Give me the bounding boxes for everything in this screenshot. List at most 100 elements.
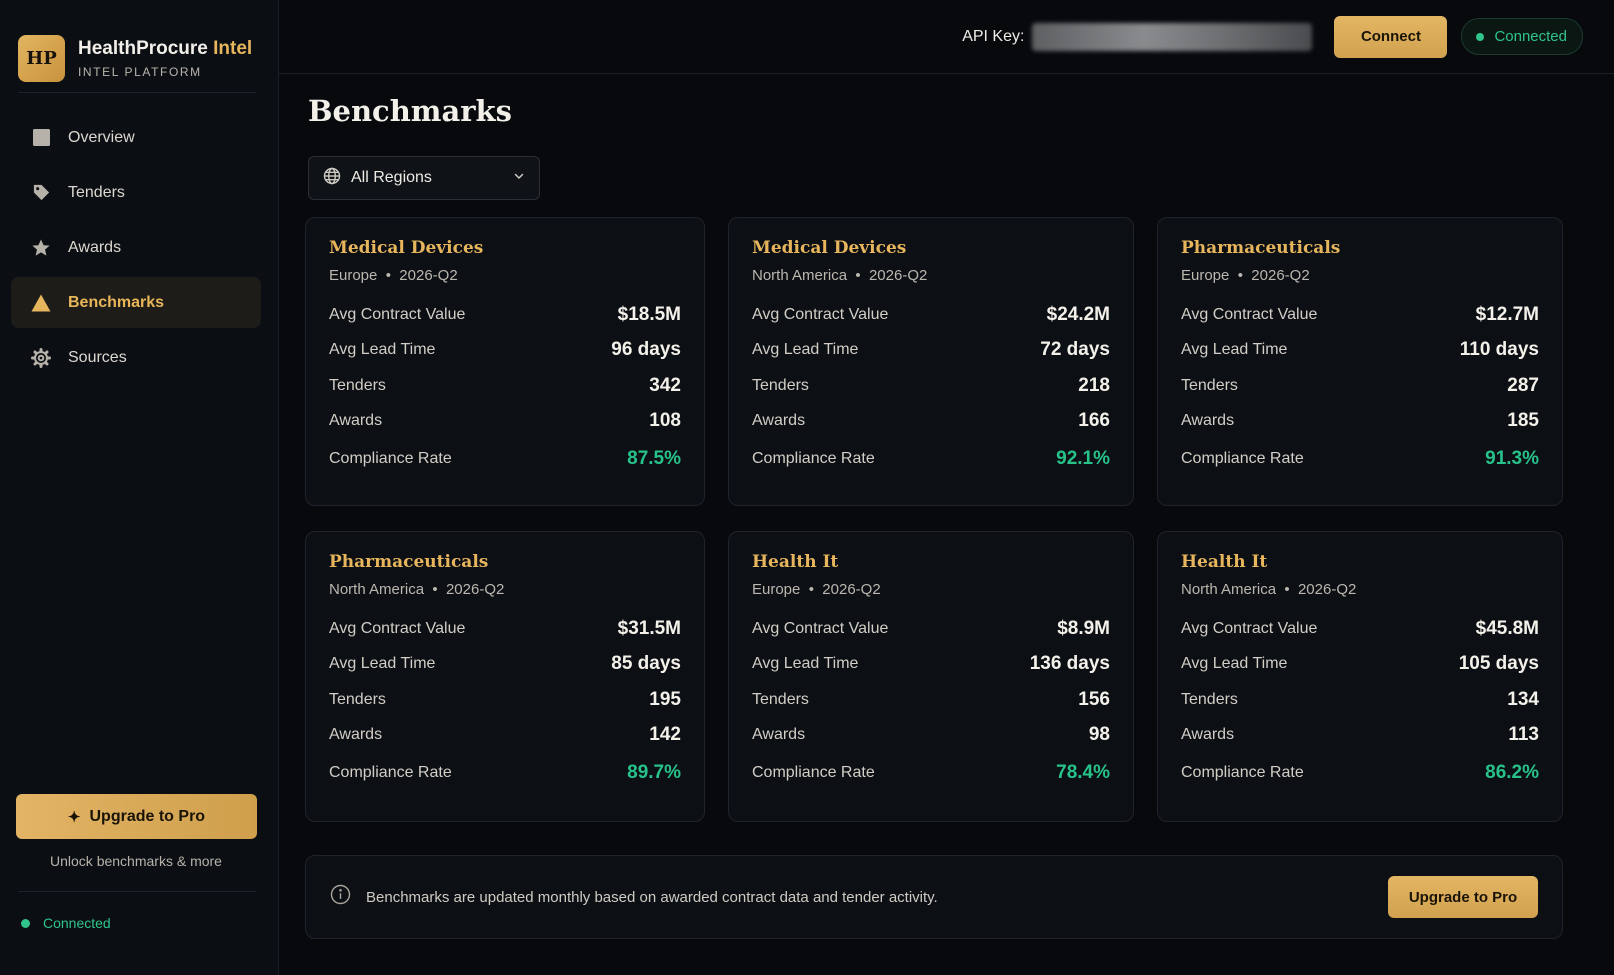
sidebar-divider bbox=[18, 891, 256, 892]
metric-label: Avg Lead Time bbox=[1181, 655, 1288, 673]
sparkle-icon: ✦ bbox=[67, 808, 81, 826]
metric-row: Compliance Rate 78.4% bbox=[752, 754, 1110, 792]
metric-label: Compliance Rate bbox=[752, 764, 875, 781]
benchmark-card: Health It Europe • 2026-Q2 Avg Contract … bbox=[728, 531, 1134, 822]
card-subtitle: North America • 2026-Q2 bbox=[752, 267, 928, 284]
metric-label: Compliance Rate bbox=[752, 450, 875, 467]
card-period: 2026-Q2 bbox=[445, 581, 505, 598]
card-category: Health It bbox=[1181, 552, 1268, 572]
metric-row: Tenders 287 bbox=[1181, 368, 1539, 404]
card-region: North America bbox=[752, 267, 848, 284]
sidebar-item-tenders[interactable]: Tenders bbox=[11, 167, 261, 218]
card-region: North America bbox=[329, 581, 425, 598]
metric-row: Avg Contract Value $24.2M bbox=[752, 297, 1110, 333]
compliance-value: 91.3% bbox=[1485, 448, 1539, 469]
sidebar-status-label: Connected bbox=[43, 915, 111, 931]
sidebar-item-awards[interactable]: Awards bbox=[11, 222, 261, 273]
metric-label: Compliance Rate bbox=[1181, 764, 1304, 781]
api-key-input[interactable] bbox=[1032, 22, 1313, 51]
sidebar-item-overview[interactable]: Overview bbox=[11, 112, 261, 163]
card-metrics: Avg Contract Value $8.9M Avg Lead Time 136… bbox=[752, 611, 1110, 792]
metric-row: Avg Lead Time 72 days bbox=[752, 333, 1110, 369]
sidebar-item-benchmarks[interactable]: Benchmarks bbox=[11, 277, 261, 328]
sidebar-item-label: Sources bbox=[68, 348, 127, 366]
sidebar-item-label: Tenders bbox=[68, 183, 125, 201]
metric-value: $24.2M bbox=[1046, 303, 1110, 325]
benchmark-card: Pharmaceuticals Europe • 2026-Q2 Avg Con… bbox=[1157, 217, 1563, 506]
metric-value: 156 bbox=[1078, 688, 1110, 710]
metric-row: Avg Lead Time 136 days bbox=[752, 647, 1110, 683]
card-period: 2026-Q2 bbox=[399, 267, 458, 284]
connection-status-label: Connected bbox=[1494, 28, 1567, 45]
benchmark-card: Pharmaceuticals North America • 2026-Q2 … bbox=[305, 531, 705, 822]
card-region: Europe bbox=[1181, 267, 1230, 284]
connection-status-badge: Connected bbox=[1461, 18, 1583, 55]
metric-row: Avg Contract Value $8.9M bbox=[752, 611, 1110, 647]
compliance-value: 78.4% bbox=[1056, 762, 1110, 783]
tag-icon bbox=[31, 183, 51, 203]
connect-button[interactable]: Connect bbox=[1334, 15, 1448, 58]
card-subtitle: North America • 2026-Q2 bbox=[329, 581, 505, 598]
metric-row: Avg Contract Value $12.7M bbox=[1181, 297, 1539, 333]
metric-value: 98 bbox=[1088, 724, 1110, 746]
metric-label: Avg Contract Value bbox=[1181, 619, 1318, 637]
card-metrics: Avg Contract Value $45.8M Avg Lead Time 10… bbox=[1181, 611, 1539, 792]
metric-row: Compliance Rate 87.5% bbox=[329, 440, 681, 478]
metric-row: Compliance Rate 92.1% bbox=[752, 440, 1110, 478]
metric-value: $12.7M bbox=[1475, 303, 1539, 325]
chevron-down-icon bbox=[513, 169, 525, 187]
benchmark-card: Health It North America • 2026-Q2 Avg Co… bbox=[1157, 531, 1563, 822]
topbar: API Key: Connect Connected bbox=[279, 0, 1614, 74]
card-metrics: Avg Contract Value $31.5M Avg Lead Time 85… bbox=[329, 611, 681, 792]
sidebar-item-sources[interactable]: Sources bbox=[11, 332, 261, 383]
metric-row: Tenders 218 bbox=[752, 368, 1110, 404]
metric-value: 105 days bbox=[1458, 653, 1539, 675]
metric-value: $31.5M bbox=[617, 617, 681, 639]
sidebar-upgrade-button[interactable]: ✦ Upgrade to Pro bbox=[16, 794, 257, 839]
info-icon bbox=[330, 884, 351, 910]
api-key-label: API Key: bbox=[962, 27, 1025, 45]
card-period: 2026-Q2 bbox=[822, 581, 881, 598]
card-category: Health It bbox=[752, 552, 839, 572]
upgrade-button[interactable]: Upgrade to Pro bbox=[1388, 876, 1538, 918]
metric-label: Awards bbox=[1181, 726, 1235, 744]
card-region: Europe bbox=[329, 267, 378, 284]
card-region: Europe bbox=[752, 581, 801, 598]
region-filter-select[interactable]: All Regions bbox=[308, 156, 540, 200]
metric-label: Tenders bbox=[1181, 376, 1238, 394]
metric-value: 85 days bbox=[611, 653, 681, 675]
metric-label: Avg Lead Time bbox=[752, 655, 859, 673]
globe-icon bbox=[323, 167, 341, 190]
card-subtitle: Europe • 2026-Q2 bbox=[1181, 267, 1310, 284]
metric-label: Avg Contract Value bbox=[329, 305, 466, 323]
metric-label: Avg Lead Time bbox=[1181, 341, 1288, 359]
metric-row: Tenders 156 bbox=[752, 682, 1110, 718]
metric-label: Awards bbox=[752, 726, 806, 744]
metric-label: Compliance Rate bbox=[1181, 450, 1304, 467]
metric-value: 142 bbox=[649, 724, 681, 746]
brand[interactable]: HP HealthProcure Intel INTEL PLATFORM bbox=[0, 0, 278, 93]
metric-row: Avg Contract Value $18.5M bbox=[329, 297, 681, 333]
metric-label: Tenders bbox=[329, 376, 386, 394]
metric-value: 342 bbox=[649, 374, 681, 396]
card-category: Pharmaceuticals bbox=[1181, 238, 1341, 258]
metric-label: Avg Lead Time bbox=[329, 655, 436, 673]
metric-value: 287 bbox=[1507, 374, 1539, 396]
metric-row: Compliance Rate 89.7% bbox=[329, 754, 681, 792]
card-category: Medical Devices bbox=[329, 238, 484, 258]
brand-title-accent: Intel bbox=[213, 38, 253, 59]
metric-value: $45.8M bbox=[1475, 617, 1539, 639]
metric-value: $18.5M bbox=[617, 303, 681, 325]
metric-row: Avg Lead Time 85 days bbox=[329, 647, 681, 683]
metric-label: Avg Contract Value bbox=[1181, 305, 1318, 323]
metric-label: Awards bbox=[329, 726, 383, 744]
metric-label: Avg Contract Value bbox=[329, 619, 466, 637]
page-title: Benchmarks bbox=[308, 94, 512, 128]
metric-value: 166 bbox=[1078, 410, 1110, 432]
card-category: Medical Devices bbox=[752, 238, 907, 258]
sidebar: HP HealthProcure Intel INTEL PLATFORM Ov… bbox=[0, 0, 279, 975]
metric-label: Compliance Rate bbox=[329, 764, 452, 781]
metric-row: Tenders 195 bbox=[329, 682, 681, 718]
metric-label: Avg Lead Time bbox=[329, 341, 436, 359]
